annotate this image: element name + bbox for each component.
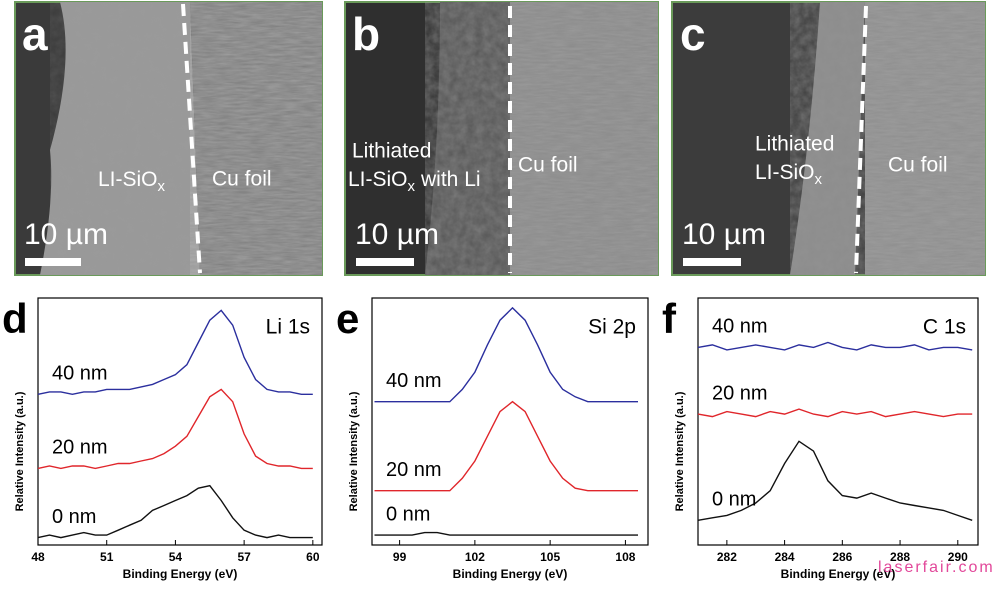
peak-label: Si 2p — [588, 316, 636, 339]
series-label: 40 nm — [52, 363, 108, 385]
spectrum-line — [374, 400, 638, 492]
material-label: LI-SiOx — [755, 161, 823, 188]
panel-letter: b — [352, 8, 380, 60]
plot-frame — [37, 297, 323, 546]
x-tick-label: 99 — [393, 550, 407, 564]
x-tick-label: 60 — [306, 550, 320, 564]
scale-bar-label: 10 µm — [355, 218, 439, 251]
x-tick-label: 284 — [775, 550, 795, 564]
x-axis-label: Binding Energy (eV) — [123, 567, 238, 581]
x-tick-label: 282 — [717, 550, 737, 564]
spectra: 48 51 54 57 60 Binding Energy (eV) Relative In… — [2, 295, 979, 581]
x-tick-label: 108 — [615, 550, 635, 564]
foil-label: Cu foil — [888, 154, 948, 177]
scale-bar — [356, 258, 414, 266]
x-axis-label: Binding Energy (eV) — [781, 567, 896, 581]
x-tick-label: 51 — [100, 550, 114, 564]
spectrum-line — [37, 309, 313, 396]
x-axis-label: Binding Energy (eV) — [453, 567, 568, 581]
x-tick-label: 48 — [31, 550, 45, 564]
series-label: 20 nm — [386, 459, 442, 481]
scale-bar — [25, 258, 81, 266]
foil-label: Cu foil — [212, 168, 272, 191]
panel-letter: c — [680, 8, 706, 60]
peak-label: C 1s — [923, 316, 966, 339]
x-tick-label: 286 — [832, 550, 852, 564]
x-tick-label: 102 — [465, 550, 485, 564]
x-tick-label: 54 — [169, 550, 183, 564]
scale-bar — [683, 258, 741, 266]
x-tick-label: 288 — [890, 550, 910, 564]
spectrum-line — [697, 408, 973, 418]
y-axis-label: Relative Intensity (a.u.) — [674, 391, 686, 511]
material-label: LI-SiOx — [98, 168, 166, 195]
y-axis-label: Relative Intensity (a.u.) — [14, 391, 26, 511]
watermark: laserfair.com — [878, 559, 995, 576]
plot-frame — [697, 297, 979, 546]
series-label: 40 nm — [386, 370, 442, 392]
series-label: 20 nm — [52, 437, 108, 459]
series-label: 20 nm — [712, 382, 768, 404]
sem-panel-b: b Lithiated LI-SiOx with Li Cu foil 10 µm — [344, 1, 659, 276]
series-label: 0 nm — [712, 489, 756, 511]
spectrum-line — [374, 531, 638, 536]
series-label: 40 nm — [712, 316, 768, 338]
material-label-line: Lithiated — [755, 133, 834, 156]
material-label-line: Lithiated — [352, 140, 431, 163]
spectrum-line — [37, 484, 313, 539]
y-axis-label: Relative Intensity (a.u.) — [348, 391, 360, 511]
sem-panel-c: c Lithiated LI-SiOx Cu foil 10 µm — [671, 1, 986, 276]
panel-letter: f — [662, 295, 677, 342]
foil-label: Cu foil — [518, 154, 578, 177]
panel-letter: e — [336, 295, 359, 342]
spectrum-line — [697, 440, 973, 521]
scale-bar-label: 10 µm — [682, 218, 766, 251]
series-label: 0 nm — [52, 506, 96, 528]
spectrum-line — [697, 341, 973, 351]
sem-panel-a: a LI-SiOx Cu foil 10 µm — [14, 1, 323, 276]
spectrum-line — [374, 306, 638, 403]
scale-bar-label: 10 µm — [24, 218, 108, 251]
panel-letter: a — [22, 8, 48, 60]
material-label: LI-SiOx with Li — [348, 168, 481, 195]
x-tick-label: 290 — [948, 550, 968, 564]
series-label: 0 nm — [386, 503, 430, 525]
x-tick-label: 57 — [237, 550, 251, 564]
spectrum-line — [37, 388, 313, 470]
plot-frame — [371, 297, 649, 546]
x-tick-label: 105 — [540, 550, 560, 564]
panel-letter: d — [2, 295, 28, 342]
peak-label: Li 1s — [266, 316, 310, 339]
